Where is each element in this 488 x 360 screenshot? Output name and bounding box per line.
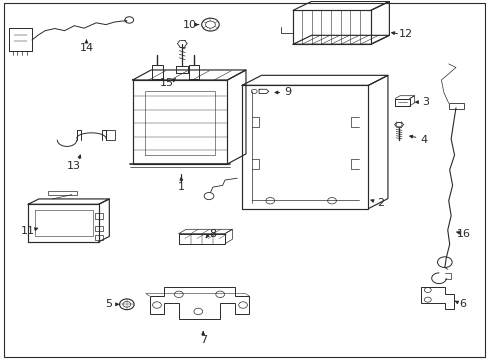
Bar	[47, 191, 77, 195]
Text: 9: 9	[284, 87, 291, 98]
Text: 13: 13	[66, 161, 80, 171]
Bar	[106, 130, 115, 140]
Text: 5: 5	[104, 299, 112, 309]
Text: 15: 15	[160, 78, 173, 88]
Text: 4: 4	[420, 135, 427, 145]
Text: 11: 11	[21, 226, 35, 236]
Text: 1: 1	[178, 182, 184, 192]
Text: 3: 3	[421, 97, 428, 107]
Text: 12: 12	[398, 29, 412, 39]
Text: 2: 2	[376, 198, 384, 208]
Text: 10: 10	[183, 19, 197, 30]
Text: 6: 6	[458, 299, 465, 309]
Polygon shape	[149, 287, 249, 319]
Bar	[448, 103, 463, 109]
Text: 14: 14	[79, 43, 93, 53]
Bar	[95, 226, 103, 231]
Bar	[95, 235, 103, 240]
Text: 16: 16	[456, 229, 470, 239]
Text: 7: 7	[199, 335, 206, 345]
Polygon shape	[420, 287, 453, 309]
Text: 8: 8	[209, 229, 216, 239]
Bar	[95, 213, 103, 219]
